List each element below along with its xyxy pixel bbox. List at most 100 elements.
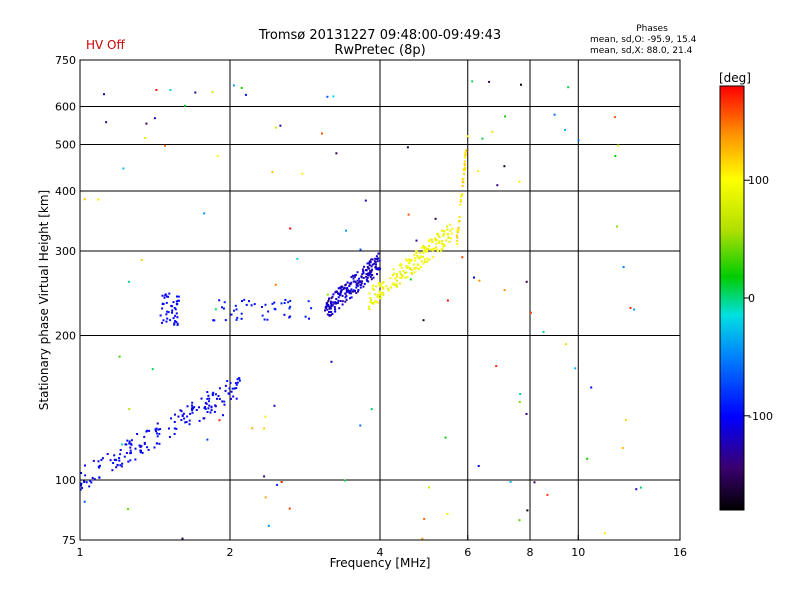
data-point [106, 453, 109, 455]
data-point [230, 390, 233, 393]
data-point [456, 236, 459, 239]
data-point [279, 124, 282, 127]
data-point [184, 421, 187, 424]
data-point [141, 451, 144, 454]
data-point [379, 267, 381, 270]
data-point [504, 115, 506, 118]
data-point [421, 537, 424, 540]
data-point [340, 286, 343, 289]
data-point [437, 234, 440, 237]
data-point [321, 132, 323, 135]
data-point [429, 248, 432, 251]
colorbar-ticks: 100 0 -100 [744, 174, 773, 423]
data-point [164, 144, 166, 147]
data-point [167, 311, 170, 314]
data-point [166, 317, 169, 320]
data-point [414, 257, 417, 259]
data-point [173, 427, 176, 430]
data-point [103, 93, 105, 96]
data-point [155, 89, 158, 91]
data-point [236, 316, 239, 319]
data-point [363, 282, 366, 285]
data-point [392, 268, 395, 271]
data-point [176, 295, 178, 298]
data-point [346, 289, 349, 292]
data-point [345, 298, 348, 301]
phases-x-stats: mean, sd,X: 88.0, 21.4 [590, 46, 693, 56]
y-axis-label: Stationary phase Virtual Height [km] [37, 190, 51, 410]
data-point [326, 293, 329, 296]
data-point [151, 368, 154, 371]
data-point [624, 419, 627, 422]
data-point [261, 314, 264, 317]
x-tick-label: 6 [464, 546, 471, 559]
data-point [356, 279, 359, 282]
data-point [355, 284, 358, 287]
data-point [519, 393, 522, 395]
plot-title: Tromsø 20131227 09:48:00-09:49:43 RwPret… [180, 28, 580, 58]
data-point [119, 449, 122, 451]
data-point [362, 276, 365, 279]
x-tick-label: 2 [227, 546, 234, 559]
data-point [118, 459, 121, 462]
data-point [449, 229, 452, 232]
hv-status: HV Off [86, 38, 125, 52]
data-point [127, 460, 130, 463]
data-point [211, 392, 214, 395]
data-point [464, 151, 467, 154]
data-point [434, 237, 437, 240]
data-point [231, 387, 234, 390]
data-point [460, 199, 462, 201]
data-point [375, 255, 378, 258]
phases-o-stats: mean, sd,O: -95.9, 15.4 [590, 35, 697, 45]
data-point [143, 441, 146, 444]
data-point [147, 448, 150, 451]
data-point [546, 493, 549, 496]
data-point [461, 184, 464, 187]
data-point [450, 232, 453, 235]
data-point [395, 275, 398, 278]
x-tick-label: 4 [377, 546, 384, 559]
data-point [436, 248, 439, 251]
data-point [263, 427, 266, 430]
data-point [193, 406, 196, 409]
data-point [80, 472, 83, 474]
data-point [335, 152, 338, 155]
data-point [410, 269, 413, 272]
data-point [491, 130, 494, 133]
data-point [344, 292, 347, 295]
data-point [221, 400, 224, 403]
data-point [216, 397, 218, 400]
data-point [211, 91, 214, 94]
data-point [401, 274, 403, 277]
data-point [533, 481, 536, 484]
data-point [393, 272, 396, 275]
data-point [353, 275, 356, 278]
data-point [377, 252, 380, 255]
data-point [120, 465, 123, 468]
data-point [326, 313, 329, 316]
data-point [368, 274, 370, 277]
data-point [448, 241, 451, 244]
data-point [181, 537, 184, 540]
data-point [210, 406, 213, 409]
data-point [169, 319, 172, 322]
data-point [410, 259, 413, 262]
data-point [396, 285, 398, 288]
data-point [83, 500, 86, 503]
data-point [438, 236, 441, 239]
data-point [409, 278, 412, 281]
data-point [289, 305, 292, 308]
data-point [423, 261, 426, 263]
data-point [163, 296, 166, 299]
data-point [261, 305, 263, 308]
data-point [207, 394, 210, 397]
data-point [157, 428, 160, 431]
data-point [434, 239, 437, 242]
data-point [214, 308, 217, 311]
data-point [373, 288, 375, 291]
data-point [283, 313, 286, 316]
data-point [614, 116, 617, 119]
data-point [455, 234, 458, 237]
data-point [378, 259, 381, 262]
